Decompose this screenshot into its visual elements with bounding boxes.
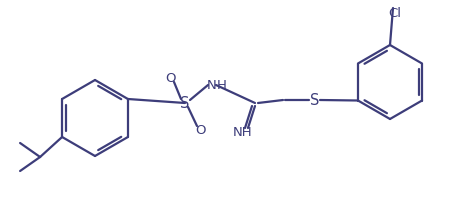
Text: O: O: [195, 123, 205, 137]
Text: Cl: Cl: [388, 7, 401, 19]
Text: S: S: [180, 96, 190, 111]
Text: H: H: [217, 78, 227, 92]
Text: S: S: [310, 92, 319, 107]
Text: O: O: [165, 72, 175, 84]
Text: N: N: [207, 78, 217, 92]
Text: NH: NH: [233, 127, 253, 139]
